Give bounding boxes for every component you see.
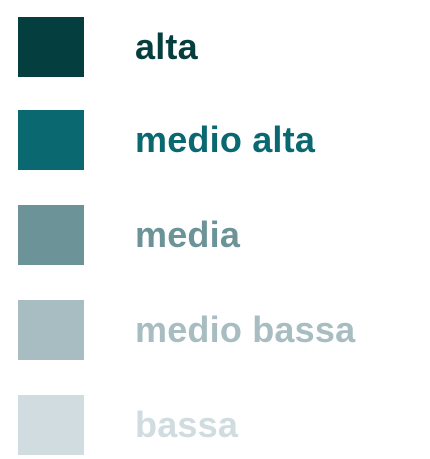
- color-swatch: [18, 205, 84, 265]
- color-swatch: [18, 17, 84, 77]
- legend-item-medio-bassa: medio bassa: [0, 300, 430, 360]
- legend-item-alta: alta: [0, 17, 430, 77]
- legend-label: medio alta: [135, 119, 316, 160]
- color-swatch: [18, 110, 84, 170]
- legend-item-bassa: bassa: [0, 395, 430, 455]
- legend-item-media: media: [0, 205, 430, 265]
- legend-label: media: [135, 214, 241, 255]
- color-swatch: [18, 395, 84, 455]
- legend-label: alta: [135, 26, 198, 67]
- color-swatch: [18, 300, 84, 360]
- legend-item-medio-alta: medio alta: [0, 110, 430, 170]
- legend-label: medio bassa: [135, 309, 356, 350]
- legend-label: bassa: [135, 404, 239, 445]
